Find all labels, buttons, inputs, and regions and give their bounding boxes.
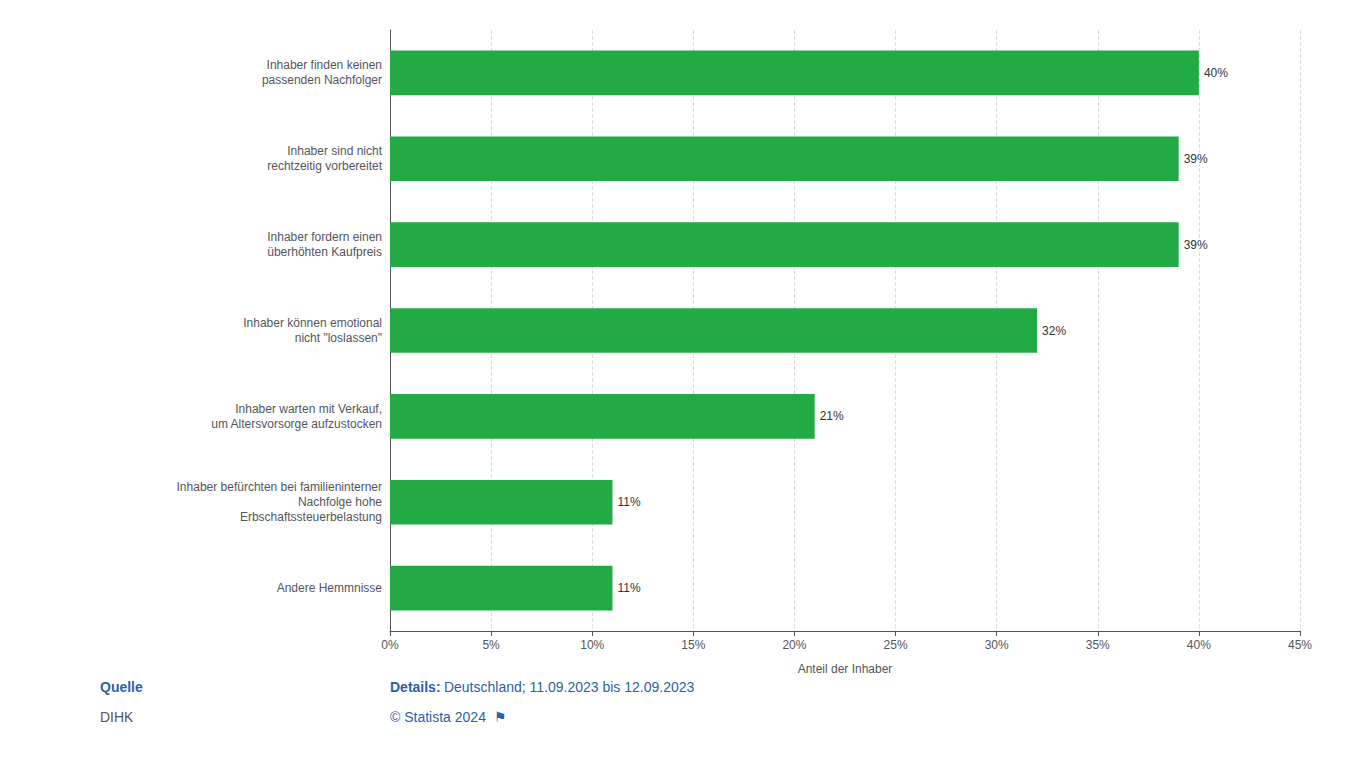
svg-text:um Altersvorsorge aufzustocken: um Altersvorsorge aufzustocken (211, 417, 382, 431)
svg-text:DIHK: DIHK (100, 709, 134, 725)
svg-text:rechtzeitig vorbereitet: rechtzeitig vorbereitet (267, 159, 382, 173)
svg-text:10%: 10% (580, 638, 604, 652)
svg-text:Quelle: Quelle (100, 679, 143, 695)
svg-text:Erbschaftssteuerbelastung: Erbschaftssteuerbelastung (240, 510, 382, 524)
svg-text:überhöhten Kaufpreis: überhöhten Kaufpreis (267, 245, 382, 259)
svg-text:Deutschland; 11.09.2023 bis 12: Deutschland; 11.09.2023 bis 12.09.2023 (444, 679, 695, 695)
svg-text:40%: 40% (1204, 66, 1228, 80)
svg-text:25%: 25% (884, 638, 908, 652)
svg-text:0%: 0% (381, 638, 399, 652)
svg-text:35%: 35% (1086, 638, 1110, 652)
svg-text:30%: 30% (985, 638, 1009, 652)
svg-text:Nachfolge hohe: Nachfolge hohe (298, 495, 382, 509)
svg-text:39%: 39% (1184, 238, 1208, 252)
svg-text:Inhaber finden keinen: Inhaber finden keinen (267, 58, 382, 72)
svg-text:Anteil der Inhaber: Anteil der Inhaber (798, 662, 893, 676)
svg-text:11%: 11% (617, 581, 640, 595)
svg-text:11%: 11% (617, 495, 640, 509)
svg-text:Andere Hemmnisse: Andere Hemmnisse (277, 581, 383, 595)
svg-text:Inhaber fordern einen: Inhaber fordern einen (267, 230, 382, 244)
svg-text:39%: 39% (1184, 152, 1208, 166)
svg-text:Inhaber sind nicht: Inhaber sind nicht (287, 144, 382, 158)
svg-text:15%: 15% (681, 638, 705, 652)
svg-text:Inhaber können emotional: Inhaber können emotional (243, 316, 382, 330)
svg-text:Inhaber warten mit Verkauf,: Inhaber warten mit Verkauf, (235, 402, 382, 416)
svg-text:passenden Nachfolger: passenden Nachfolger (262, 73, 382, 87)
svg-text:Details:: Details: (390, 679, 441, 695)
svg-text:32%: 32% (1042, 324, 1066, 338)
svg-text:5%: 5% (482, 638, 500, 652)
svg-text:© Statista 2024 ⚑: © Statista 2024 ⚑ (390, 709, 506, 725)
svg-text:40%: 40% (1187, 638, 1211, 652)
svg-text:20%: 20% (782, 638, 806, 652)
svg-text:45%: 45% (1288, 638, 1312, 652)
svg-text:Inhaber befürchten bei familie: Inhaber befürchten bei familieninterner (177, 480, 382, 494)
svg-text:nicht "loslassen": nicht "loslassen" (295, 331, 382, 345)
svg-text:21%: 21% (820, 409, 844, 423)
